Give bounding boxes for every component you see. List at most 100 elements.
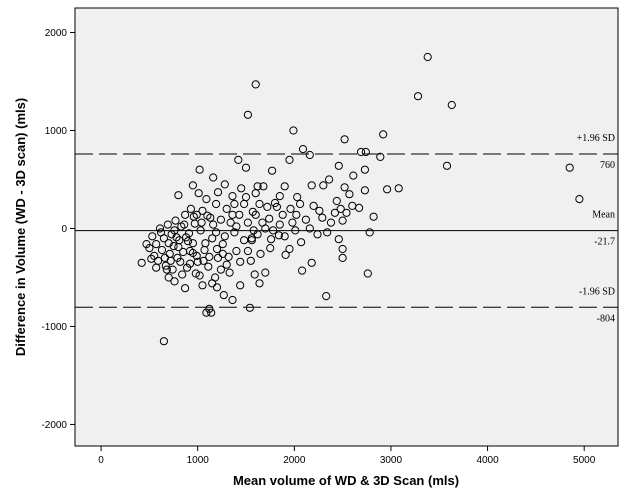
data-point [313,230,322,239]
data-point [150,251,159,260]
data-point [222,260,231,269]
data-point [188,181,197,190]
data-point [307,181,316,190]
data-point [291,226,300,235]
data-point [307,258,316,267]
data-points [137,52,584,346]
data-point [188,239,197,248]
data-point [369,212,378,221]
data-point [249,226,258,235]
data-point [208,234,217,243]
data-point [253,182,262,191]
data-point [296,199,305,209]
data-point [319,181,328,190]
data-point [168,265,177,274]
data-point [360,186,369,195]
data-point [266,244,275,253]
data-point [162,265,171,274]
data-point [360,165,369,174]
data-point [447,100,456,110]
data-point [243,110,252,119]
data-point [340,183,349,192]
reference-line-value: -804 [597,313,615,324]
y-tick-label: 1000 [45,126,68,137]
reference-line-value: 760 [600,160,615,171]
data-point [326,218,336,227]
data-point [297,238,306,247]
data-point [323,228,332,237]
data-point [356,147,366,157]
data-point [181,284,190,293]
data-point [243,246,252,256]
data-point [160,253,169,262]
data-point [340,135,349,144]
data-point [232,246,241,256]
data-point [230,228,239,237]
data-point [237,184,246,193]
data-point [305,224,314,233]
data-point [228,210,237,219]
data-point [336,204,345,213]
data-point [376,152,385,161]
data-point [183,237,193,246]
data-point [163,220,172,229]
data-point [155,224,165,233]
data-point [261,224,270,233]
data-point [194,189,203,198]
x-tick-label: 2000 [283,455,306,466]
data-point [309,201,318,210]
data-point [345,190,354,199]
data-point [245,303,254,312]
x-tick-label: 4000 [476,455,499,466]
data-point [230,199,239,209]
data-point [222,204,231,213]
data-point [301,215,310,224]
data-point [394,184,403,193]
data-point [322,292,331,301]
data-point [212,283,222,292]
data-point [174,191,183,200]
data-point [195,271,204,280]
data-point [293,193,302,202]
data-point [216,265,225,274]
data-point [261,268,270,277]
data-point [334,235,343,244]
data-point [137,258,146,267]
data-point [270,198,280,208]
data-point [250,270,259,279]
data-point [275,192,284,201]
data-point [243,218,252,227]
data-point [212,228,221,237]
data-point [267,235,276,244]
data-point [202,308,211,317]
data-point [195,165,204,174]
data-point [204,262,213,271]
data-point [240,236,249,245]
data-point [241,163,251,172]
data-point [180,220,189,229]
data-point [248,207,257,216]
data-point [188,248,197,258]
data-point [183,263,192,272]
reference-line-value: -21.7 [594,237,615,248]
x-tick-label: 3000 [380,455,403,466]
data-point [172,233,181,242]
data-point [208,279,217,288]
data-point [332,196,341,206]
data-point [192,210,201,219]
data-point [413,92,423,101]
data-point [152,240,161,249]
data-point [379,130,388,139]
data-point [145,244,154,253]
data-point [342,208,351,217]
data-point [278,210,287,219]
data-point [236,257,245,266]
x-axis: 0 1000 2000 3000 4000 5000 [98,446,596,466]
data-point [298,266,307,275]
data-point [338,253,347,262]
data-point [164,273,173,282]
data-point [442,161,452,170]
data-point [263,202,272,211]
data-point [280,232,289,241]
data-point [246,256,255,265]
